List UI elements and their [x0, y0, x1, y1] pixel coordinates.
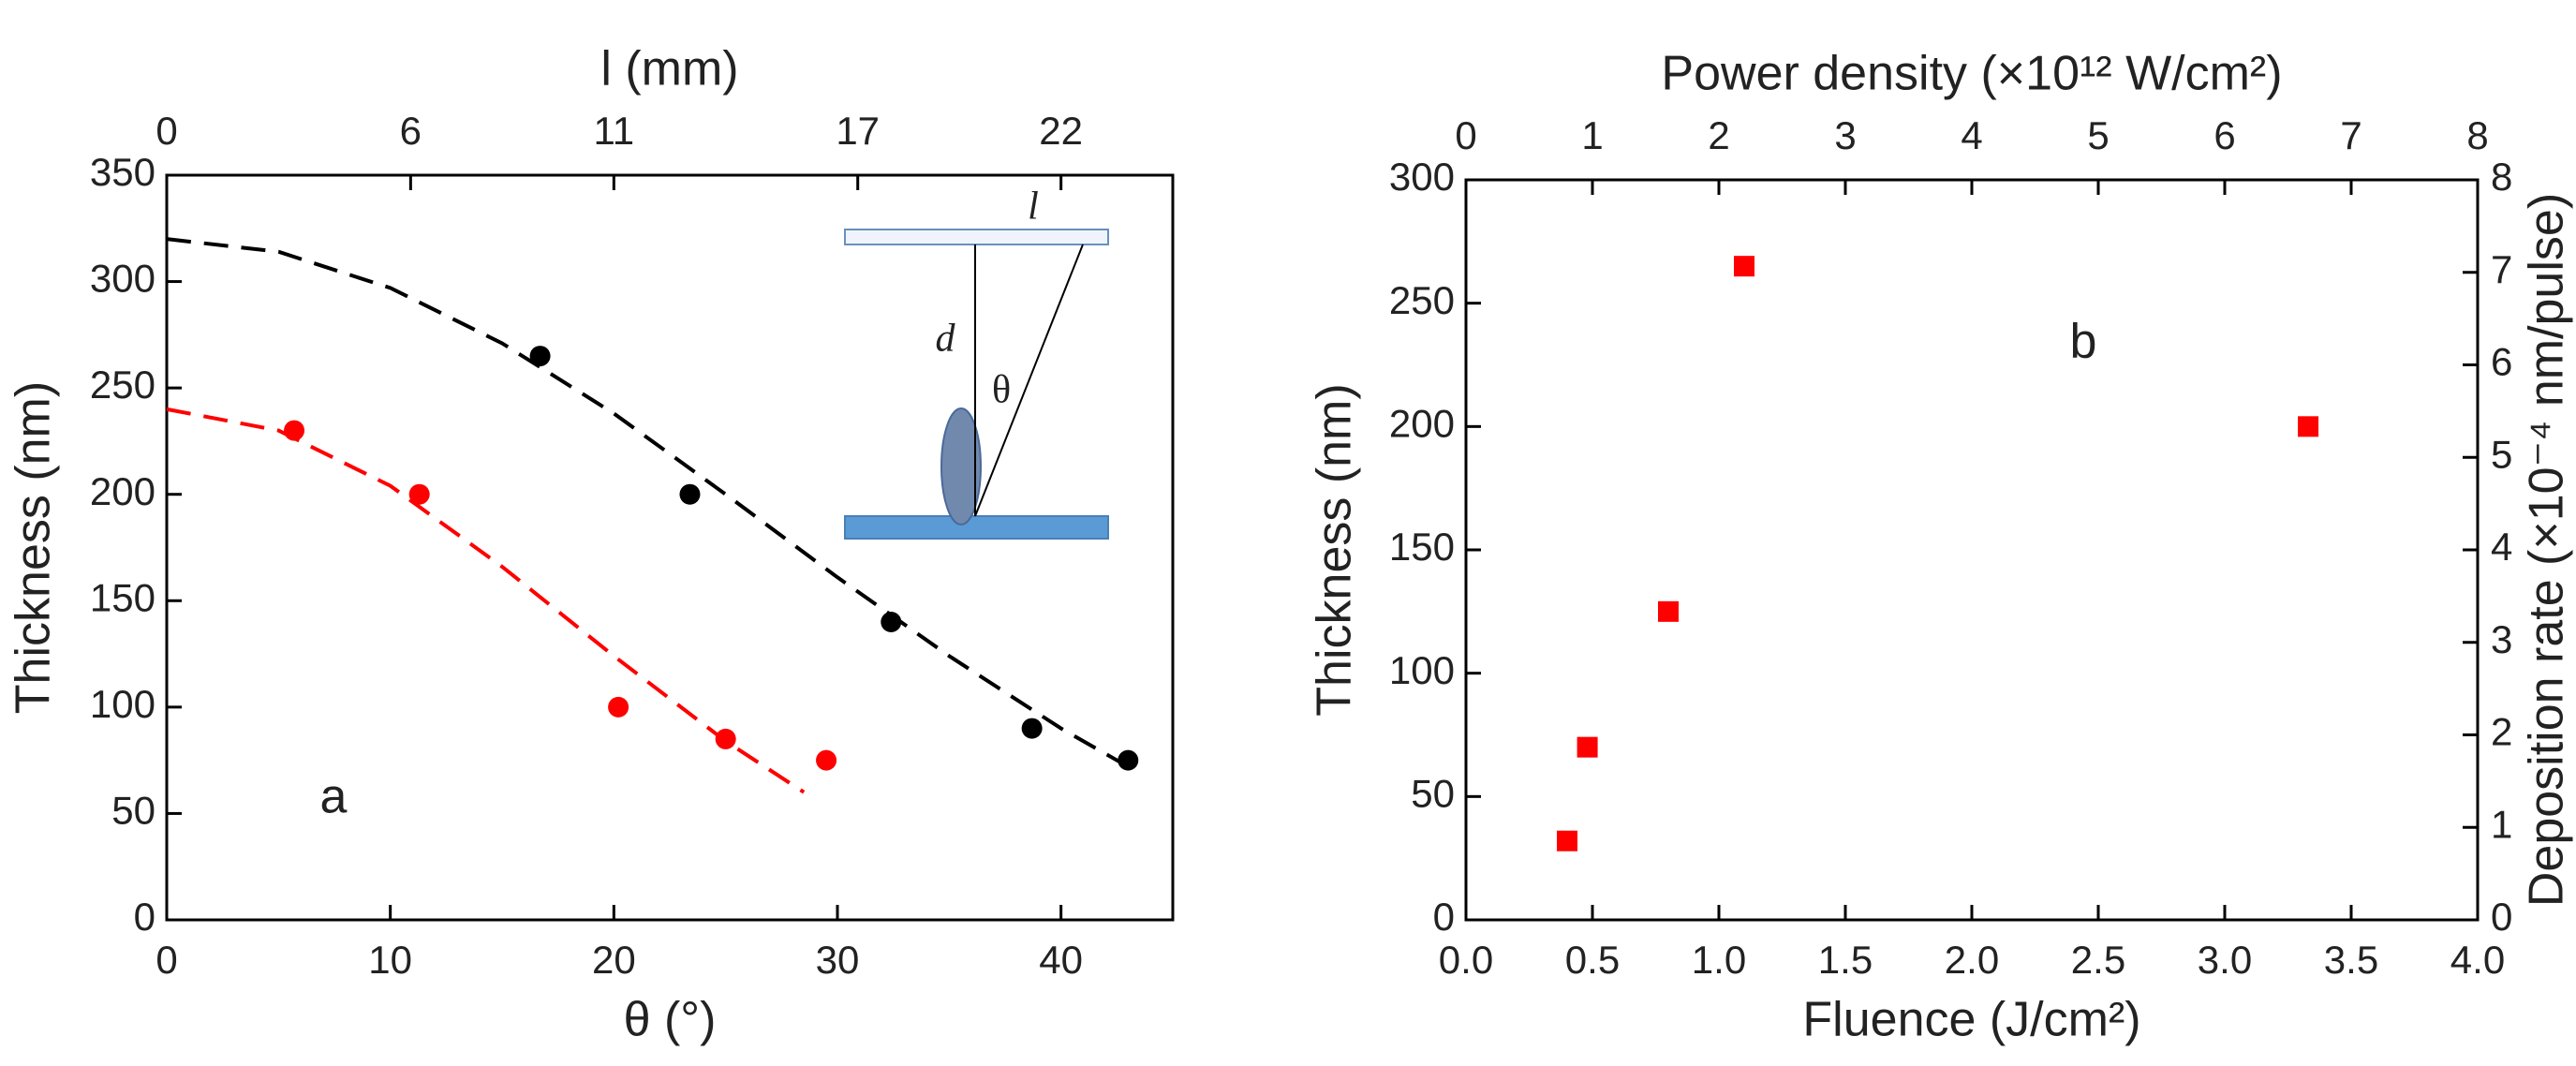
x2-tick-label: 3: [1834, 113, 1856, 157]
x-tick-label: 4.0: [2450, 938, 2505, 982]
x-tick-label: 2.0: [1945, 938, 1999, 982]
x-tick-label: 1.5: [1818, 938, 1873, 982]
data-point: [679, 483, 701, 505]
y-tick-label: 200: [90, 469, 155, 513]
fit-curve: [166, 237, 1130, 769]
y2-tick-label: 8: [2491, 155, 2512, 199]
y-tick-label: 150: [1389, 525, 1455, 569]
data-point: [608, 696, 629, 718]
data-point: [2298, 416, 2319, 437]
x-tick-label: 0: [155, 938, 177, 982]
y-tick-label: 100: [1389, 648, 1455, 692]
x-tick-label: 3.5: [2324, 938, 2378, 982]
y2-tick-label: 4: [2491, 525, 2512, 569]
plot-frame: [165, 173, 1175, 922]
x2-tick-label: 0: [1455, 113, 1476, 157]
data-point: [1577, 736, 1598, 758]
panel-annotation: a: [320, 770, 348, 824]
x2-tick-label: 7: [2340, 113, 2361, 157]
x2-tick-label: 11: [594, 109, 635, 153]
y-tick-label: 100: [90, 682, 155, 726]
y-tick-label: 50: [111, 789, 155, 833]
x2-tick-label: 0: [155, 109, 177, 153]
inset-line-theta: [974, 244, 1084, 517]
data-point: [1658, 600, 1679, 622]
plot-frame: [1464, 178, 2480, 922]
x-tick-label: 1.0: [1692, 938, 1746, 982]
inset-target: [844, 515, 1109, 540]
y2-tick-label: 3: [2491, 617, 2512, 661]
x2-tick-label: 22: [1039, 109, 1083, 153]
y-tick-label: 0: [134, 895, 155, 939]
y-tick-label: 150: [90, 575, 155, 619]
y-tick-label: 50: [1411, 771, 1455, 815]
inset-label: θ: [992, 369, 1011, 412]
data-point: [408, 483, 430, 505]
x2-tick-label: 6: [400, 109, 422, 153]
y2-tick-label: 6: [2491, 340, 2512, 384]
y-axis-title: Thickness (nm): [1308, 383, 1362, 716]
x2-axis-title: l (mm): [600, 42, 738, 96]
x2-tick-label: 8: [2466, 113, 2488, 157]
x-tick-label: 0.5: [1565, 938, 1620, 982]
x2-tick-label: 17: [836, 109, 880, 153]
panel-annotation: b: [2070, 315, 2097, 369]
inset-label: l: [1028, 185, 1039, 229]
data-point: [529, 346, 551, 367]
x-tick-label: 3.0: [2198, 938, 2252, 982]
y-tick-label: 200: [1389, 401, 1455, 445]
inset-diagram: l d θ: [844, 185, 1109, 540]
data-point: [1118, 749, 1139, 771]
x2-tick-label: 2: [1708, 113, 1729, 157]
x2-tick-label: 4: [1961, 113, 1982, 157]
x2-tick-label: 6: [2213, 113, 2235, 157]
y2-tick-label: 5: [2491, 432, 2512, 476]
y2-axis-title: Deposition rate (×10⁻⁴ nm/pulse): [2520, 193, 2574, 907]
x2-tick-label: 5: [2087, 113, 2109, 157]
inset-plume: [940, 407, 982, 526]
data-point: [1557, 830, 1577, 851]
x-tick-label: 20: [592, 938, 636, 982]
y-tick-label: 0: [1433, 895, 1455, 939]
data-point: [816, 749, 837, 771]
y-tick-label: 300: [1389, 155, 1455, 199]
y2-tick-label: 0: [2491, 895, 2512, 939]
y-axis-title: Thickness (nm): [7, 381, 61, 714]
x-tick-label: 0.0: [1439, 938, 1493, 982]
y-tick-label: 250: [90, 363, 155, 407]
x2-tick-label: 1: [1581, 113, 1603, 157]
y2-tick-label: 7: [2491, 247, 2512, 291]
plot-panel: 0.0 0.5 1.0 1.5 2.0 2.5 3.0 3.5 4.0 Fluence (J/cm…: [1308, 47, 2574, 1047]
y2-tick-label: 1: [2491, 802, 2512, 846]
x-tick-label: 2.5: [2071, 938, 2125, 982]
inset-substrate: [844, 229, 1109, 245]
y2-tick-label: 2: [2491, 710, 2512, 754]
plot-panel: 0 10 20 30 40 θ (°) 0 50 100 150 200 250 300 350 Thick…: [7, 42, 1175, 1047]
fit-curve: [166, 407, 806, 794]
data-point: [1734, 256, 1754, 277]
inset-label: d: [936, 318, 956, 361]
data-point: [1021, 718, 1043, 739]
y-tick-label: 350: [90, 150, 155, 194]
y-tick-label: 300: [90, 257, 155, 301]
x-tick-label: 30: [816, 938, 860, 982]
x-tick-label: 10: [368, 938, 412, 982]
x2-axis-title: Power density (×10¹² W/cm²): [1661, 47, 2282, 101]
x-axis-title: Fluence (J/cm²): [1802, 993, 2140, 1047]
x-axis-title: θ (°): [624, 993, 717, 1047]
y-tick-label: 250: [1389, 278, 1455, 322]
x-tick-label: 40: [1039, 938, 1083, 982]
